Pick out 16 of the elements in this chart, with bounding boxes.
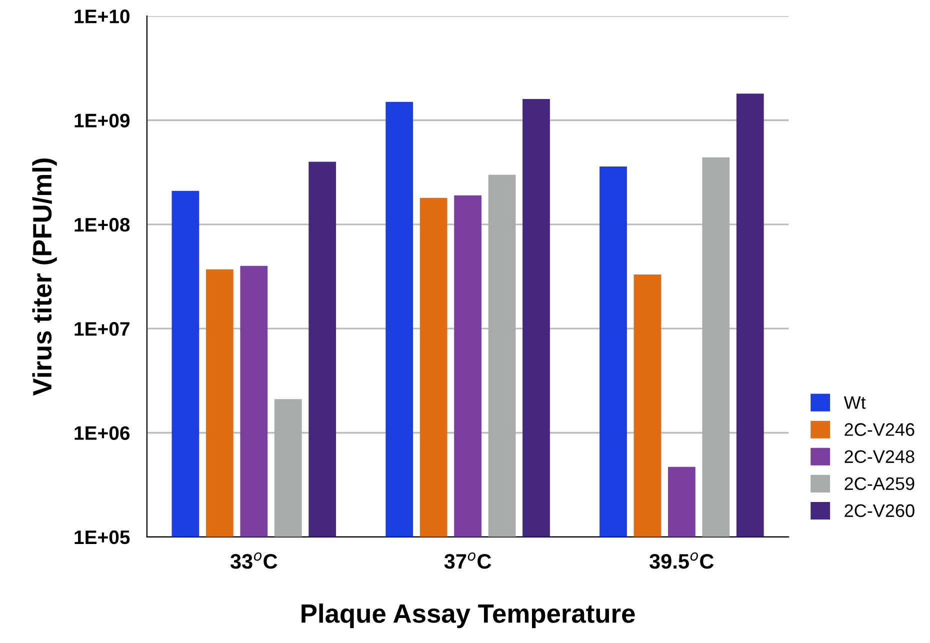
x-axis-title: Plaque Assay Temperature (302, 604, 635, 628)
y-tick-label: 1E+07 (74, 322, 130, 336)
x-tick-label: 37$^{o}$C (444, 552, 492, 569)
legend-label: 2C-V248 (844, 450, 914, 464)
y-tick-label: 1E+05 (74, 530, 130, 544)
y-axis-title: Virus titer (PFU/ml) (32, 158, 57, 396)
x-tick-label: 39.5$^{o}$C (649, 552, 714, 569)
legend-label: 2C-A259 (844, 477, 914, 490)
y-tick-label: 1E+08 (74, 218, 130, 232)
y-tick-label: 1E+10 (74, 10, 130, 24)
x-tick-label: 33$^{o}$C (230, 552, 278, 569)
y-tick-label: 1E+09 (74, 114, 130, 128)
y-tick-label: 1E+06 (74, 426, 130, 440)
legend-label: 2C-V260 (844, 504, 914, 518)
legend-label: Wt (844, 396, 866, 409)
legend-label: 2C-V246 (844, 423, 914, 436)
